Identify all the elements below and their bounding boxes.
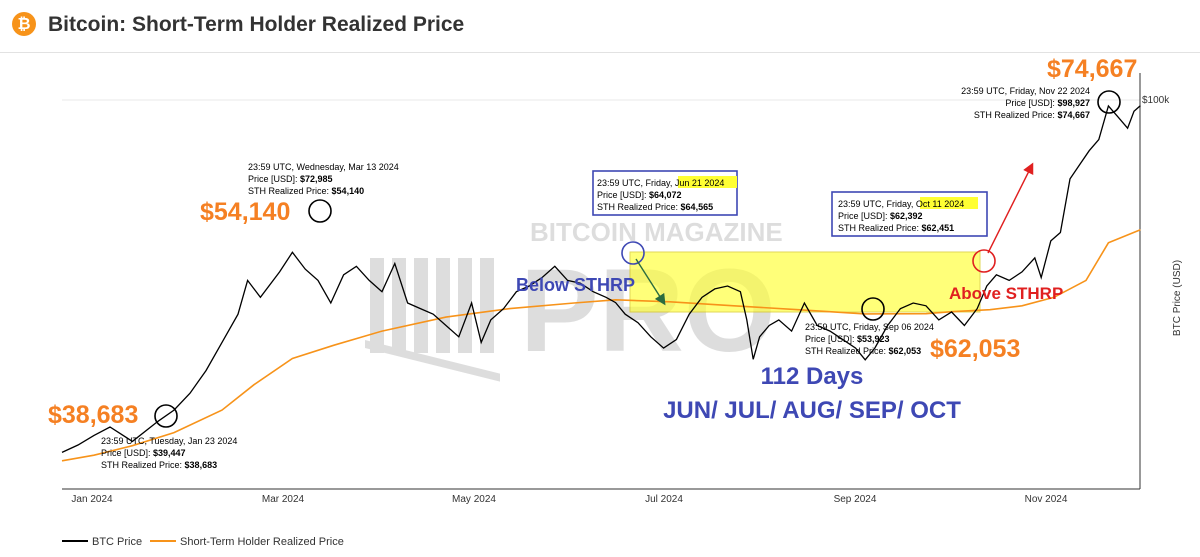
annotation-oct: 23:59 UTC, Friday, Oct 11 2024 Price [US… bbox=[838, 199, 964, 233]
svg-text:Price [USD]: $39,447: Price [USD]: $39,447 bbox=[101, 448, 186, 458]
x-tick-label: Nov 2024 bbox=[1025, 494, 1068, 505]
svg-text:Price [USD]: $62,392: Price [USD]: $62,392 bbox=[838, 211, 923, 221]
svg-text:Price [USD]: $64,072: Price [USD]: $64,072 bbox=[597, 190, 682, 200]
highlight-box bbox=[629, 251, 981, 313]
x-tick-label: Jul 2024 bbox=[645, 494, 683, 505]
point-marker-mar bbox=[308, 199, 332, 223]
point-marker-jan bbox=[154, 404, 178, 428]
callout-days: 112 Days bbox=[761, 363, 864, 390]
callout-months: JUN/ JUL/ AUG/ SEP/ OCT bbox=[663, 397, 961, 424]
svg-text:STH Realized Price: $64,565: STH Realized Price: $64,565 bbox=[597, 202, 713, 212]
point-marker-jun bbox=[621, 241, 645, 265]
annotation-nov: 23:59 UTC, Friday, Nov 22 2024 Price [US… bbox=[961, 86, 1090, 120]
svg-text:23:59 UTC, Friday, Oct 11 2024: 23:59 UTC, Friday, Oct 11 2024 bbox=[838, 199, 964, 209]
svg-text:Price [USD]: $53,923: Price [USD]: $53,923 bbox=[805, 334, 890, 344]
svg-text:STH Realized Price: $38,683: STH Realized Price: $38,683 bbox=[101, 460, 217, 470]
svg-text:23:59 UTC, Friday, Jun 21 2024: 23:59 UTC, Friday, Jun 21 2024 bbox=[597, 178, 724, 188]
svg-text:23:59 UTC, Friday, Sep 06 2024: 23:59 UTC, Friday, Sep 06 2024 bbox=[805, 322, 934, 332]
series-line-sthrp bbox=[61, 228, 1141, 462]
y-axis-label: BTC Price (USD) bbox=[1172, 260, 1183, 336]
callout-below: Below STHRP bbox=[516, 275, 635, 295]
date-highlight-oct bbox=[920, 197, 978, 209]
svg-text:STH Realized Price: $54,140: STH Realized Price: $54,140 bbox=[248, 186, 364, 196]
legend-label-btc: BTC Price bbox=[92, 536, 142, 548]
annotation-sep: 23:59 UTC, Friday, Sep 06 2024 Price [US… bbox=[805, 322, 934, 356]
arrow-down bbox=[635, 258, 666, 306]
svg-text:23:59 UTC, Wednesday, Mar 13 2: 23:59 UTC, Wednesday, Mar 13 2024 bbox=[248, 162, 399, 172]
big-label-jan: $38,683 bbox=[48, 401, 138, 429]
point-marker-sep bbox=[861, 297, 885, 321]
point-marker-oct bbox=[972, 249, 996, 273]
x-tick-label: Sep 2024 bbox=[834, 494, 877, 505]
y-tick-label: $100k bbox=[1142, 95, 1170, 106]
arrow-up bbox=[987, 162, 1034, 254]
svg-text:Price [USD]: $72,985: Price [USD]: $72,985 bbox=[248, 174, 333, 184]
svg-text:STH Realized Price: $62,451: STH Realized Price: $62,451 bbox=[838, 223, 954, 233]
svg-text:Price [USD]: $98,927: Price [USD]: $98,927 bbox=[1005, 98, 1090, 108]
sthrp-chart: BITCOIN MAGAZINE PRO $100k BTC Price (US… bbox=[48, 55, 1183, 548]
chart-header: ₿ Bitcoin: Short-Term Holder Realized Pr… bbox=[0, 0, 1200, 53]
big-label-sep: $62,053 bbox=[930, 335, 1020, 363]
legend: BTC Price Short-Term Holder Realized Pri… bbox=[62, 536, 344, 548]
x-tick-label: Mar 2024 bbox=[262, 494, 305, 505]
legend-label-sthrp: Short-Term Holder Realized Price bbox=[180, 536, 344, 548]
annotation-mar: 23:59 UTC, Wednesday, Mar 13 2024 Price … bbox=[248, 162, 399, 196]
date-highlight-jun bbox=[678, 176, 737, 188]
point-marker-nov bbox=[1097, 90, 1121, 114]
page-title: Bitcoin: Short-Term Holder Realized Pric… bbox=[48, 13, 465, 36]
big-label-mar: $54,140 bbox=[200, 198, 290, 226]
annotation-jan: 23:59 UTC, Tuesday, Jan 23 2024 Price [U… bbox=[101, 436, 237, 470]
svg-text:23:59 UTC, Friday, Nov 22 2024: 23:59 UTC, Friday, Nov 22 2024 bbox=[961, 86, 1090, 96]
svg-text:23:59 UTC, Tuesday, Jan 23 202: 23:59 UTC, Tuesday, Jan 23 2024 bbox=[101, 436, 237, 446]
annotation-jun: 23:59 UTC, Friday, Jun 21 2024 Price [US… bbox=[597, 178, 724, 212]
x-axis-ticks: Jan 2024 Mar 2024 May 2024 Jul 2024 Sep 2024… bbox=[71, 494, 1067, 505]
watermark-top: BITCOIN MAGAZINE bbox=[530, 217, 783, 247]
callout-above: Above STHRP bbox=[949, 284, 1063, 303]
big-label-nov: $74,667 bbox=[1047, 55, 1137, 83]
bitcoin-logo-icon: ₿ bbox=[12, 12, 36, 36]
x-tick-label: May 2024 bbox=[452, 494, 496, 505]
svg-text:STH Realized Price: $62,053: STH Realized Price: $62,053 bbox=[805, 346, 921, 356]
series-line-btc-price bbox=[61, 104, 1141, 453]
svg-text:STH Realized Price: $74,667: STH Realized Price: $74,667 bbox=[974, 110, 1090, 120]
x-tick-label: Jan 2024 bbox=[71, 494, 113, 505]
